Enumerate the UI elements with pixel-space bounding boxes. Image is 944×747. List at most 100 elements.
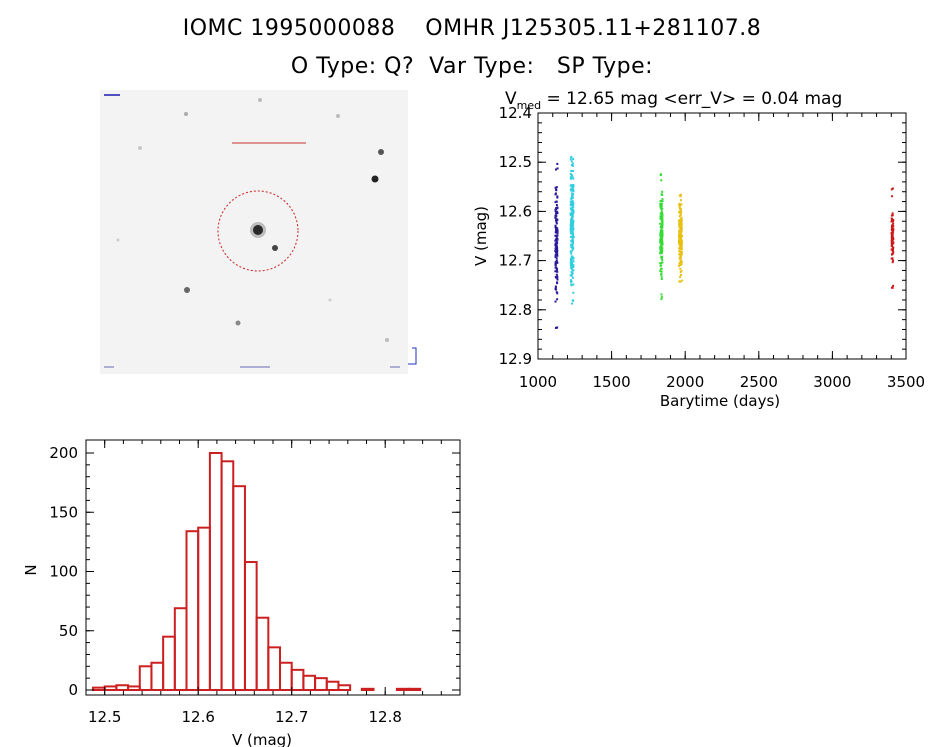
lc-point-group2 [569,259,572,262]
lc-point-group5 [891,250,894,253]
lc-point-group1 [555,250,558,253]
lc-point-group2 [570,263,573,266]
lc-point-group2 [569,243,572,246]
lc-point-group3 [660,231,663,234]
lc-point-group4 [679,259,682,262]
lc-point-group4 [680,252,683,255]
lc-point-group4 [679,233,682,236]
lc-point-group4 [680,241,683,244]
lc-point-group2 [571,276,574,279]
light-curve-ylabel: V (mag) [472,206,490,266]
lc-point-group4 [678,202,681,205]
lc-ytick-label: 12.8 [499,301,532,319]
lc-point-group4 [678,221,681,224]
lc-point-group1 [555,247,558,250]
lc-point-group5 [892,218,895,221]
lc-point-group1 [554,224,557,227]
lc-point-group3 [660,237,663,240]
hist-ytick-label: 50 [59,622,78,640]
lc-point-group2 [572,202,575,205]
histogram-xlabel: V (mag) [232,731,292,747]
lc-point-group2 [571,170,574,173]
lc-point-group3 [660,217,663,220]
lc-ytick-label: 12.7 [499,252,532,270]
lc-point-group4 [678,230,681,233]
lc-point-group1 [554,263,557,266]
lc-point-group2 [569,260,572,263]
lc-point-group1 [555,200,558,203]
lc-point-group1 [554,275,557,278]
lc-point-group2 [570,169,573,172]
lc-point-group1 [555,219,558,222]
lc-point-group2 [569,207,572,210]
lc-point-group2 [571,269,574,272]
lc-point-group1 [554,300,557,303]
light-curve-title: Vmed = 12.65 mag <err_V> = 0.04 mag [505,89,842,112]
lc-point-group1 [556,231,559,234]
lc-point-group3 [660,210,663,213]
lc-ytick-label: 12.6 [499,202,532,220]
lc-point-group2 [571,245,574,248]
lc-point-group2 [571,203,574,206]
lc-point-group5 [890,214,893,217]
histogram-bar [302,674,317,692]
lc-point-group4 [678,247,681,250]
lc-point-group2 [570,208,573,211]
lc-point-group1 [556,195,559,198]
lc-xtick-label: 2000 [666,373,704,391]
lc-point-group3 [661,190,664,193]
lc-point-group2 [570,257,573,260]
lc-point-group4 [679,247,682,250]
lc-point-group3 [659,251,662,254]
lc-point-group4 [679,260,682,263]
lc-point-group1 [555,273,558,276]
lc-point-group2 [570,219,573,222]
histogram-bar [267,646,282,692]
lc-point-group4 [680,223,683,226]
lc-point-group3 [660,296,663,299]
star-id-title: IOMC 1995000088 OMHR J125305.11+281107.8 [182,16,762,41]
lc-point-group3 [661,207,664,210]
lc-point-group1 [556,326,559,329]
lc-point-group2 [570,196,573,199]
lc-point-group5 [890,248,893,251]
lc-point-group2 [572,235,575,238]
lc-point-group4 [678,211,681,214]
lc-point-group4 [679,255,682,258]
lc-point-group1 [556,254,559,257]
lc-point-group1 [554,270,557,273]
lc-point-group2 [569,188,572,191]
lc-point-group1 [554,262,557,265]
lc-point-group3 [661,239,664,242]
lc-point-group2 [569,176,572,179]
lc-point-group4 [680,218,683,221]
lc-point-group4 [679,209,682,212]
lc-point-group4 [680,250,683,253]
lc-point-group2 [570,228,573,231]
lc-point-group1 [555,259,558,262]
lc-point-group2 [570,284,573,287]
histogram-bar [243,561,258,692]
lc-point-group3 [660,228,663,231]
lc-point-group3 [660,252,663,255]
lc-point-group2 [572,193,575,196]
lc-point-group1 [556,282,559,285]
lc-point-group4 [679,212,682,215]
lc-point-group2 [570,239,573,242]
lc-point-group4 [678,231,681,234]
hist-ytick-label: 150 [49,503,78,521]
lc-point-group3 [660,193,663,196]
lc-point-group2 [570,270,573,273]
finding-chart-image [100,90,417,374]
lc-point-group1 [556,277,559,280]
lc-point-group4 [679,273,682,276]
lc-point-group2 [572,224,575,227]
histogram-bar [360,687,375,692]
histogram-bar [162,635,176,691]
histogram-bar [407,687,422,692]
lc-point-group1 [554,210,557,213]
lc-point-group2 [572,227,575,230]
lc-point-group1 [556,167,559,170]
lc-point-group4 [679,199,682,202]
